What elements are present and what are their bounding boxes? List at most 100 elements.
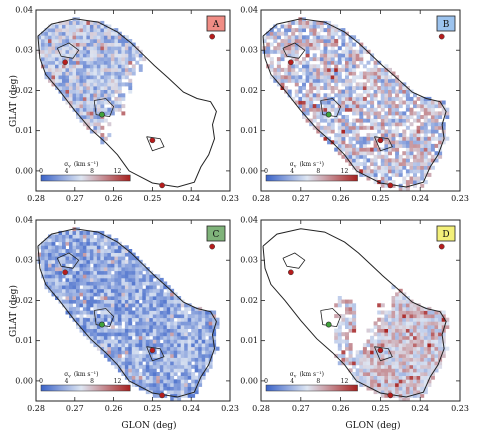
heatmap-cell [145, 386, 150, 391]
heatmap-cell [384, 158, 389, 163]
heatmap-cell [366, 67, 371, 72]
heatmap-cell [79, 292, 84, 297]
heatmap-cell [441, 125, 446, 130]
heatmap-cell [128, 281, 133, 286]
heatmap-cell [284, 86, 289, 90]
heatmap-cell [128, 339, 133, 344]
heatmap-cell [395, 154, 400, 159]
heatmap-cell [191, 386, 196, 391]
heatmap-cell [58, 60, 63, 65]
heatmap-cell [93, 306, 98, 311]
heatmap-cell [79, 64, 84, 69]
heatmap-cell [276, 71, 281, 76]
heatmap-cell [273, 49, 278, 54]
heatmap-cell [416, 133, 421, 138]
heatmap-cell [82, 31, 87, 36]
x-tick-label: 0.26 [105, 194, 123, 203]
heatmap-cell [96, 277, 101, 282]
heatmap-cell [177, 375, 182, 380]
heatmap-cell [337, 143, 342, 148]
heatmap-cell [269, 75, 274, 80]
heatmap-cell [107, 89, 112, 94]
heatmap-cell [86, 20, 91, 25]
heatmap-cell [413, 328, 417, 333]
heatmap-cell [55, 259, 59, 264]
heatmap-cell [430, 122, 435, 127]
heatmap-cell [291, 49, 296, 54]
heatmap-cell [55, 57, 59, 62]
heatmap-cell [124, 296, 129, 300]
heatmap-cell [100, 75, 105, 80]
heatmap-cell [330, 60, 335, 65]
heatmap-cell [413, 353, 417, 358]
heatmap-cell [430, 361, 435, 366]
heatmap-cell [402, 299, 407, 304]
heatmap-cell [273, 78, 278, 83]
heatmap-cell [107, 267, 112, 272]
heatmap-cell [41, 256, 45, 261]
heatmap-cell [48, 42, 52, 47]
heatmap-cell [345, 71, 349, 76]
heatmap-cell [384, 321, 389, 326]
heatmap-cell [76, 46, 80, 51]
heatmap-cell [398, 140, 403, 145]
heatmap-cell [142, 57, 147, 62]
heatmap-cell [370, 111, 375, 116]
heatmap-cell [76, 82, 80, 87]
colorbar-tick-label: 12 [341, 378, 349, 385]
heatmap-cell [334, 28, 339, 33]
heatmap-cell [114, 249, 119, 253]
heatmap-cell [430, 310, 435, 315]
heatmap-cell [48, 252, 52, 257]
heatmap-cell [370, 350, 375, 355]
heatmap-cell [44, 49, 49, 54]
heatmap-cell [402, 343, 407, 348]
heatmap-cell [82, 310, 87, 315]
heatmap-cell [93, 75, 98, 80]
heatmap-cell [384, 100, 389, 105]
heatmap-cell [430, 321, 435, 326]
heatmap-cell [170, 379, 175, 384]
heatmap-cell [359, 96, 364, 101]
heatmap-cell [65, 93, 70, 98]
heatmap-cell [402, 332, 407, 337]
heatmap-cell [131, 343, 136, 348]
heatmap-cell [96, 96, 101, 101]
heatmap-cell [65, 249, 70, 253]
heatmap-cell [76, 281, 80, 286]
heatmap-cell [398, 292, 403, 297]
heatmap-cell [86, 24, 91, 29]
heatmap-cell [173, 372, 178, 376]
heatmap-cell [298, 96, 303, 101]
heatmap-cell [170, 292, 175, 297]
heatmap-cell [302, 111, 306, 116]
heatmap-cell [156, 393, 161, 398]
x-tick-label: 0.25 [371, 194, 389, 203]
heatmap-cell [384, 353, 389, 358]
heatmap-cell [345, 115, 349, 119]
heatmap-cell [131, 361, 136, 366]
heatmap-cell [298, 75, 303, 80]
heatmap-cell [135, 49, 140, 54]
heatmap-cell [198, 335, 203, 340]
heatmap-cell [103, 343, 108, 348]
heatmap-cell [41, 35, 45, 40]
heatmap-cell [96, 252, 101, 257]
y-tick-label: 0.02 [240, 296, 258, 305]
heatmap-cell [89, 252, 94, 257]
heatmap-cell [121, 281, 126, 286]
heatmap-cell [352, 147, 357, 152]
heatmap-cell [337, 136, 342, 141]
heatmap-cell [170, 397, 175, 402]
source-marker-green [99, 321, 105, 328]
heatmap-cell [294, 78, 299, 83]
heatmap-cell [69, 67, 73, 72]
heatmap-cell [69, 241, 73, 246]
heatmap-cell [79, 256, 84, 261]
heatmap-cell [107, 67, 112, 72]
heatmap-cell [173, 332, 178, 337]
heatmap-cell [409, 176, 414, 181]
heatmap-cell [107, 82, 112, 87]
heatmap-cell [287, 28, 292, 33]
